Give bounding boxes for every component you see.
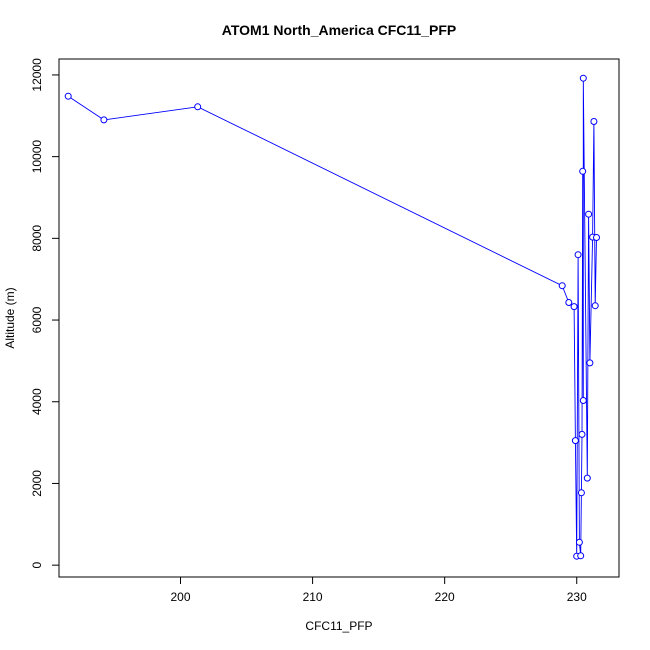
data-point	[591, 302, 599, 310]
data-points	[64, 74, 600, 560]
y-tick-label: 6000	[30, 306, 44, 333]
data-point	[577, 552, 585, 560]
data-point	[579, 397, 587, 404]
y-tick-label: 0	[30, 562, 44, 569]
data-point	[583, 474, 591, 482]
data-lines	[67, 78, 597, 557]
x-tick-label: 220	[435, 590, 455, 604]
data-point	[100, 116, 108, 124]
data-point	[578, 430, 586, 438]
x-axis: 200 210 220 230	[170, 576, 587, 604]
data-point	[577, 489, 585, 497]
x-tick-label: 230	[567, 590, 587, 604]
series-line	[67, 78, 597, 557]
y-tick-label: 12000	[30, 58, 44, 92]
data-point	[585, 210, 593, 218]
data-point	[575, 538, 583, 546]
y-axis-label: Altitude (m)	[3, 287, 17, 348]
data-point	[64, 92, 72, 100]
data-point	[571, 437, 579, 445]
y-tick-label: 8000	[30, 225, 44, 252]
y-tick-label: 10000	[30, 140, 44, 174]
data-point	[558, 282, 566, 290]
data-point	[570, 303, 578, 311]
y-axis: 0 2000 4000 6000 8000 10000 12000	[30, 58, 60, 569]
x-axis-label: CFC11_PFP	[305, 619, 372, 633]
data-point	[565, 299, 573, 306]
x-tick-label: 200	[170, 590, 190, 604]
data-point	[579, 167, 587, 175]
data-point	[586, 359, 594, 367]
y-tick-label: 2000	[30, 470, 44, 497]
data-point	[574, 251, 582, 259]
plot-frame	[58, 58, 620, 578]
y-tick-label: 4000	[30, 388, 44, 415]
x-tick-label: 210	[303, 590, 323, 604]
data-point	[590, 118, 598, 125]
data-point	[579, 74, 587, 82]
data-point	[593, 234, 600, 241]
data-point	[194, 103, 202, 111]
chart-title: ATOM1 North_America CFC11_PFP	[222, 22, 456, 38]
